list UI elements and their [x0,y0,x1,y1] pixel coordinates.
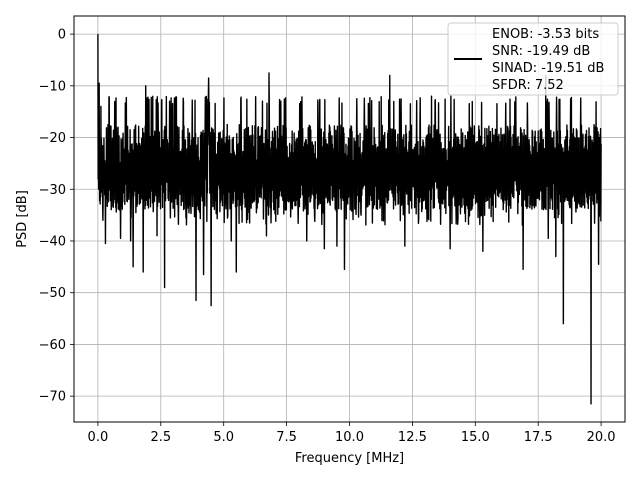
legend-box [447,22,619,96]
y-tick-label: −60 [39,338,66,353]
legend-sfdr: SFDR: 7.52 [492,78,564,93]
y-tick-label: −50 [39,286,66,301]
ticks: 0.0 2.5 5.0 7.5 10.0 12.5 15.0 17.5 20.0 0 −10 −20 −… [39,28,616,445]
x-tick-label: 5.0 [213,430,234,445]
x-tick-label: 0.0 [88,430,109,445]
y-tick-label: −70 [39,390,66,405]
legend: ENOB: -3.53 bits SNR: -19.49 dB SINAD: -… [447,22,619,96]
y-tick-label: −40 [39,234,66,249]
legend-sinad: SINAD: -19.51 dB [492,61,604,76]
y-axis-title: PSD [dB] [15,190,30,248]
x-tick-label: 2.5 [150,430,171,445]
series-layer [97,34,602,405]
y-tick-label: −30 [39,183,66,198]
legend-snr: SNR: -19.49 dB [492,44,590,59]
x-tick-label: 10.0 [335,430,364,445]
x-axis-title: Frequency [MHz] [295,451,404,466]
psd-series-line [97,34,602,405]
x-tick-label: 15.0 [461,430,490,445]
y-tick-label: −20 [39,131,66,146]
legend-enob: ENOB: -3.53 bits [492,27,599,42]
y-tick-label: −10 [39,79,66,94]
x-tick-label: 20.0 [587,430,616,445]
x-tick-label: 12.5 [398,430,427,445]
x-tick-label: 17.5 [524,430,553,445]
y-tick-label: 0 [58,28,66,43]
x-tick-label: 7.5 [276,430,297,445]
